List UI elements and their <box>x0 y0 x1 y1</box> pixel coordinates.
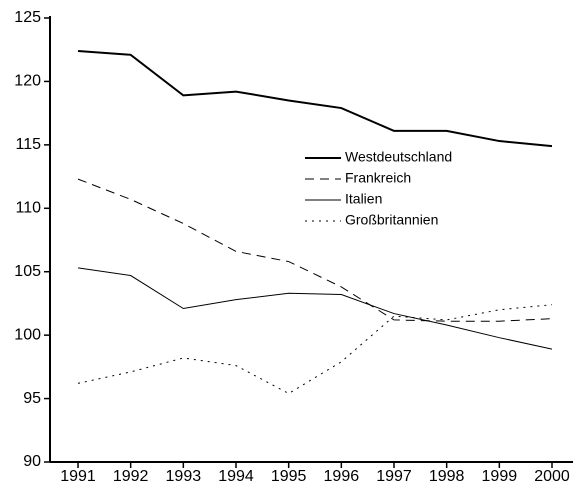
legend-label: Westdeutschland <box>345 149 452 165</box>
line-series <box>77 49 553 148</box>
y-tick-label: 105 <box>14 263 41 280</box>
line-series <box>77 267 553 350</box>
y-tick-label: 90 <box>23 453 41 470</box>
x-tick-label: 1994 <box>218 468 254 485</box>
legend-label: Großbritannien <box>345 212 438 228</box>
x-tick-label: 1999 <box>482 468 518 485</box>
x-tick-label: 1998 <box>429 468 465 485</box>
line-series <box>77 178 553 322</box>
x-tick-label: 1991 <box>60 468 96 485</box>
x-tick-label: 1995 <box>271 468 307 485</box>
y-tick-label: 100 <box>14 326 41 343</box>
y-tick-label: 110 <box>15 200 41 217</box>
y-tick-label: 120 <box>14 73 41 90</box>
line-series <box>77 304 553 395</box>
x-tick-label: 1997 <box>376 468 412 485</box>
x-tick-label: 2000 <box>534 468 570 485</box>
x-tick-label: 1992 <box>113 468 149 485</box>
legend-label: Italien <box>345 191 382 207</box>
legend-label: Frankreich <box>345 170 411 186</box>
y-tick-label: 95 <box>23 390 41 407</box>
y-tick-label: 125 <box>14 9 41 26</box>
x-tick-label: 1993 <box>166 468 202 485</box>
y-tick-label: 115 <box>15 136 41 153</box>
x-tick-label: 1996 <box>324 468 360 485</box>
